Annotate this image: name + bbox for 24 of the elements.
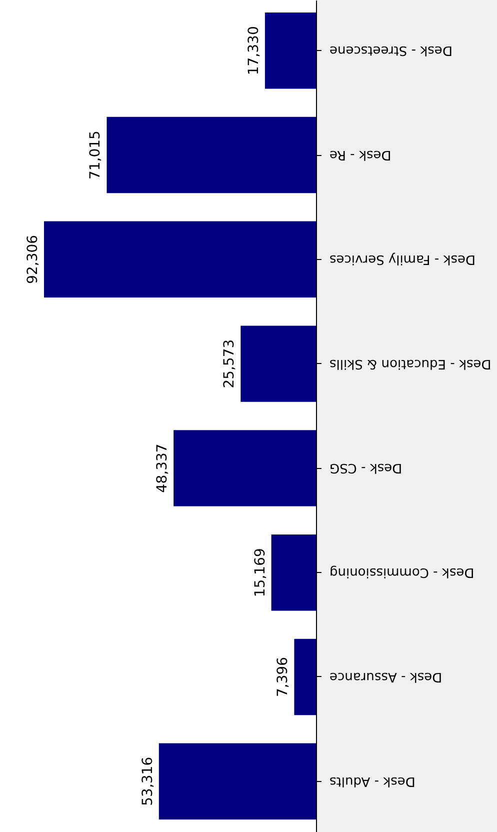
y-tick-label: Desk - Family Services bbox=[329, 251, 476, 266]
bar bbox=[240, 326, 316, 402]
bar bbox=[294, 638, 316, 716]
bar bbox=[174, 430, 316, 506]
data-label: 92,306 bbox=[25, 234, 41, 284]
y-tick-label: Desk - Adults bbox=[329, 773, 416, 788]
data-label: 17,330 bbox=[246, 26, 262, 76]
bar bbox=[264, 12, 316, 89]
y-tick-label: Desk - Assurance bbox=[330, 668, 442, 684]
y-tick-label: Desk - Streetscene bbox=[330, 42, 452, 58]
data-label: 53,316 bbox=[140, 756, 156, 806]
bar bbox=[158, 743, 316, 820]
y-tick-label: Desk - Re bbox=[330, 147, 392, 162]
bar bbox=[44, 221, 316, 298]
y-tick-label: Desk - Commissioning bbox=[330, 564, 474, 580]
bar bbox=[106, 116, 316, 194]
data-label: 25,573 bbox=[222, 339, 238, 388]
data-label: 7,396 bbox=[275, 656, 292, 698]
bar bbox=[271, 534, 316, 611]
y-tick-label: Desk - CSG bbox=[330, 460, 402, 476]
data-label: 48,337 bbox=[154, 444, 171, 493]
y-tick-label: Desk - Education & Skills bbox=[329, 356, 492, 371]
data-label: 15,169 bbox=[252, 548, 268, 598]
data-label: 71,015 bbox=[88, 130, 104, 180]
